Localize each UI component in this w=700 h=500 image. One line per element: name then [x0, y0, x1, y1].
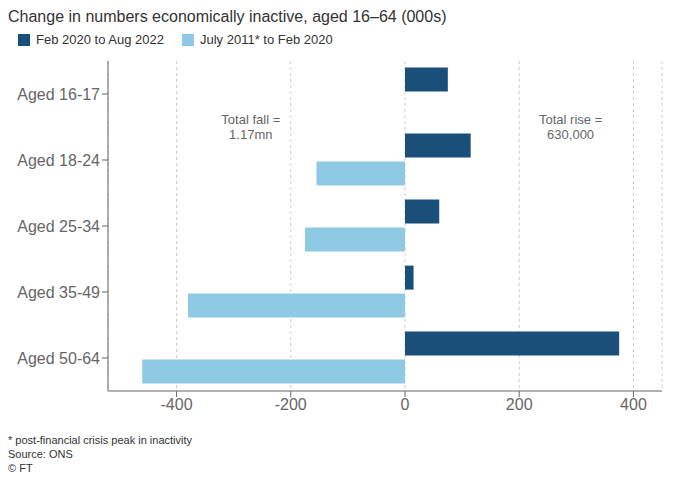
svg-text:Aged 35-49: Aged 35-49 [17, 284, 100, 301]
html-text:© FT: © FT [8, 462, 33, 474]
svg-text:Total fall =1.17mn: Total fall =1.17mn [221, 112, 280, 143]
html-text:* post-financial crisis peak i: * post-financial crisis peak in inactivi… [8, 434, 192, 446]
svg-text:Aged 18-24: Aged 18-24 [17, 152, 100, 169]
svg-text:Aged 25-34: Aged 25-34 [17, 218, 100, 235]
svg-text:200: 200 [506, 396, 533, 413]
svg-text:-400: -400 [161, 396, 193, 413]
svg-text:-200: -200 [275, 396, 307, 413]
svg-text:Aged 50-64: Aged 50-64 [17, 350, 100, 367]
html-text:Source: ONS: Source: ONS [8, 448, 73, 460]
html-text:Change in numbers economically: Change in numbers economically inactive,… [8, 8, 447, 25]
svg-text:0: 0 [401, 396, 410, 413]
html-text:Feb 2020 to Aug 2022: Feb 2020 to Aug 2022 [36, 32, 164, 47]
html-text:July 2011* to Feb 2020: July 2011* to Feb 2020 [200, 32, 333, 47]
svg-text:Aged 16-17: Aged 16-17 [17, 86, 100, 103]
svg-text:Total rise =630,000: Total rise =630,000 [539, 112, 602, 143]
svg-text:400: 400 [620, 396, 647, 413]
